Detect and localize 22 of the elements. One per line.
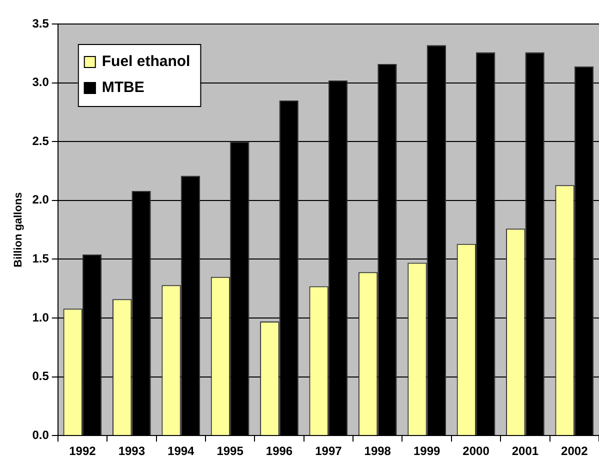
x-tick-label: 1993 [118, 444, 146, 458]
x-tick-label: 1999 [413, 444, 440, 458]
x-tick-label: 1996 [266, 444, 293, 458]
y-tick-label: 3.0 [32, 75, 50, 90]
y-tick-label: 0.5 [32, 369, 50, 384]
x-tick-label: 1992 [69, 444, 96, 458]
x-tick-label: 1998 [364, 444, 392, 458]
x-tick-label: 1994 [168, 444, 195, 458]
x-tick-label: 2001 [512, 444, 539, 458]
y-tick-label: 2.0 [32, 192, 50, 207]
y-tick-label: 0.0 [32, 428, 50, 442]
x-tick-label: 2002 [561, 444, 588, 458]
y-tick-label: 2.5 [32, 134, 50, 148]
y-tick-label: 3.5 [32, 16, 50, 30]
legend-label: MTBE [102, 79, 144, 96]
y-axis-title: Billion gallons [12, 192, 25, 268]
legend-label: Fuel ethanol [102, 53, 190, 70]
x-tick-label: 1995 [216, 444, 244, 458]
x-tick-label: 2000 [462, 444, 490, 458]
y-tick-label: 1.0 [32, 310, 50, 324]
y-tick-label: 1.5 [32, 252, 50, 266]
x-tick-label: 1997 [315, 444, 342, 458]
